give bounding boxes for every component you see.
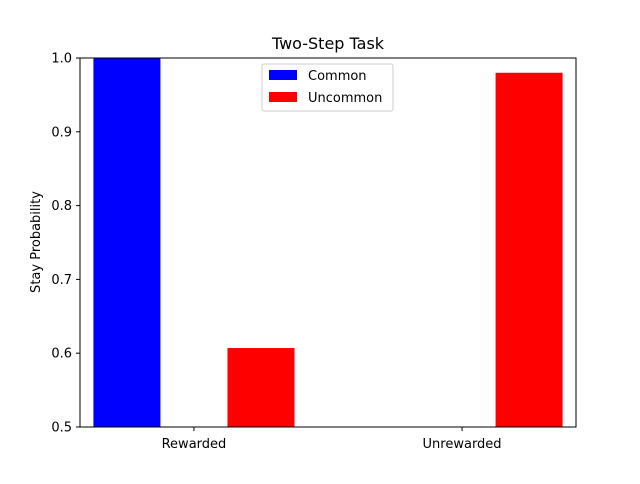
y-tick-label: 0.7 — [51, 273, 72, 288]
plot-frame — [79, 57, 577, 428]
bar-common-rewarded — [93, 58, 161, 427]
y-axis: 0.5 0.6 0.7 0.8 0.9 1.0 — [51, 52, 80, 436]
y-tick-label: 0.8 — [51, 199, 72, 214]
legend-swatch-common — [269, 70, 297, 80]
x-tick-label-unrewarded: Unrewarded — [423, 437, 502, 452]
y-axis-title: Stay Probability — [29, 191, 44, 293]
bar-uncommon-unrewarded — [495, 72, 563, 427]
legend: Common Uncommon — [261, 63, 394, 112]
legend-label-uncommon: Uncommon — [308, 91, 382, 106]
y-tick-label: 0.5 — [51, 421, 72, 436]
y-tick-label: 0.6 — [51, 347, 72, 362]
chart-title: Two-Step Task — [271, 34, 385, 53]
y-tick-label: 0.9 — [51, 125, 72, 140]
legend-label-common: Common — [308, 69, 367, 84]
x-tick-label-rewarded: Rewarded — [162, 437, 227, 452]
bar-uncommon-rewarded — [227, 348, 295, 427]
bars-group — [93, 58, 563, 427]
x-axis: Rewarded Unrewarded — [162, 427, 502, 452]
y-tick-label: 1.0 — [51, 52, 72, 67]
legend-swatch-uncommon — [269, 92, 297, 102]
